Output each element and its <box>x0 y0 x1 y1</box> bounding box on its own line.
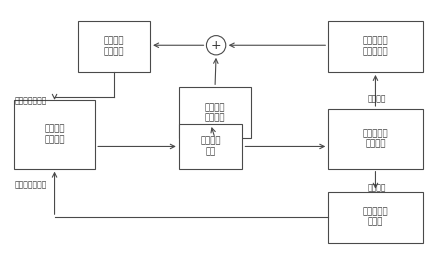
Bar <box>328 192 423 243</box>
Text: 驱动信号
产生模块: 驱动信号 产生模块 <box>104 37 124 56</box>
Bar <box>328 21 423 72</box>
Text: +: + <box>211 39 221 52</box>
Bar <box>14 100 95 169</box>
Bar <box>179 87 251 138</box>
Text: 信号检测
模块: 信号检测 模块 <box>200 137 221 156</box>
Text: 驱动信号输入端: 驱动信号输入端 <box>15 97 47 106</box>
Text: 调谐信号产
生模块: 调谐信号产 生模块 <box>363 207 388 227</box>
Text: 调谐信号输入端: 调谐信号输入端 <box>15 181 47 190</box>
Bar <box>328 109 423 169</box>
Text: 幅度信号: 幅度信号 <box>367 94 386 103</box>
Text: 可调谐微
机械陀螺: 可调谐微 机械陀螺 <box>44 125 65 144</box>
Text: 幅度和相位
提取模块: 幅度和相位 提取模块 <box>363 129 388 148</box>
Text: 相位信号: 相位信号 <box>367 183 386 192</box>
Bar <box>78 21 150 72</box>
Bar <box>179 124 243 169</box>
Text: 载波信号
产生模块: 载波信号 产生模块 <box>205 103 225 122</box>
Text: 交流驱动信
号产生模块: 交流驱动信 号产生模块 <box>363 37 388 56</box>
